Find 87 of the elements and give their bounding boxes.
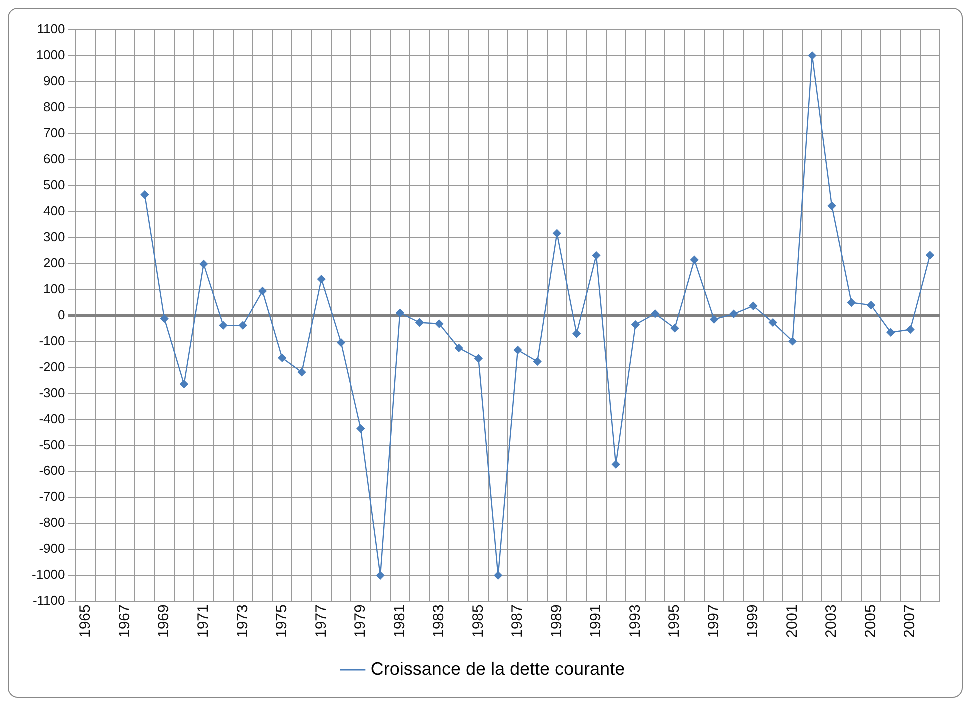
x-tick-label: 1973: [234, 604, 252, 638]
x-tick-label: 1975: [274, 604, 291, 638]
x-tick-label: 1969: [156, 604, 173, 638]
point: [651, 310, 660, 318]
point: [749, 302, 758, 310]
x-tick-label: 1983: [430, 604, 448, 638]
point: [710, 316, 718, 324]
point: [200, 260, 208, 268]
x-tick-label: 1977: [312, 604, 330, 638]
y-tick-label: 900: [44, 73, 66, 88]
y-tick-label: 800: [44, 99, 66, 114]
point: [926, 251, 934, 260]
point: [318, 275, 326, 284]
y-tick-label: 700: [44, 125, 66, 140]
y-tick-label: 300: [44, 229, 66, 244]
y-tick-label: -200: [39, 359, 66, 374]
x-tick-label: 1997: [705, 604, 722, 638]
y-tick-label: 100: [44, 281, 66, 296]
y-tick-label: -300: [39, 385, 66, 400]
point: [219, 321, 228, 330]
x-tick-label: 2005: [862, 604, 880, 638]
point: [416, 318, 424, 327]
point: [180, 380, 188, 388]
point: [533, 358, 542, 366]
x-tick-label: 1993: [626, 604, 644, 638]
x-tick-label: 1995: [666, 604, 684, 638]
x-tick-label: 1965: [77, 604, 94, 638]
y-tick-label: 1100: [37, 21, 66, 36]
y-tick-label: 500: [44, 177, 66, 192]
point: [906, 326, 915, 334]
y-tick-label: 200: [44, 255, 66, 270]
x-tick-label: 1989: [548, 604, 566, 638]
y-tick-label: 600: [44, 151, 66, 166]
point: [376, 572, 385, 580]
point: [239, 321, 248, 330]
point: [337, 338, 346, 347]
y-tick-label: -800: [39, 515, 66, 530]
point: [454, 344, 464, 352]
x-tick-label: 1967: [116, 604, 134, 638]
x-tick-label: 2003: [823, 604, 840, 638]
point: [140, 190, 150, 199]
y-tick-label: -1100: [32, 593, 66, 608]
x-tick-label: 2001: [784, 604, 801, 638]
x-tick-label: 1991: [588, 604, 605, 638]
point: [690, 256, 699, 264]
legend-label: Croissance de la dette courante: [370, 658, 626, 679]
x-tick-label: 1985: [470, 604, 487, 638]
point: [848, 298, 856, 307]
point: [592, 252, 601, 260]
point: [356, 424, 365, 433]
y-tick-label: 0: [58, 307, 66, 322]
point: [867, 301, 876, 310]
y-tick-label: -900: [39, 541, 66, 556]
x-tick-label: 1999: [744, 604, 762, 638]
point: [553, 229, 562, 238]
x-tick-label: 1987: [509, 604, 526, 638]
y-tick-label: -100: [39, 333, 66, 348]
point: [278, 354, 286, 362]
point: [828, 202, 836, 210]
point: [160, 314, 169, 323]
y-tick-label: -400: [39, 411, 66, 426]
y-tick-label: -700: [39, 489, 66, 504]
point: [572, 330, 581, 338]
point: [730, 310, 738, 318]
x-tick-label: 2007: [902, 604, 919, 638]
point: [514, 346, 522, 354]
y-tick-label: -600: [39, 463, 66, 478]
y-tick-label: 1000: [36, 47, 66, 62]
point: [632, 320, 640, 329]
x-tick-label: 1979: [352, 604, 370, 638]
point: [670, 324, 680, 333]
point: [474, 354, 483, 363]
point: [435, 320, 444, 328]
y-tick-label: -500: [39, 437, 66, 452]
point: [886, 328, 896, 337]
x-tick-label: 1981: [391, 604, 408, 638]
y-tick-label: 400: [44, 203, 66, 218]
point: [769, 318, 778, 327]
x-tick-label: 1971: [194, 604, 212, 638]
point: [808, 52, 816, 60]
point: [788, 337, 797, 346]
point: [396, 309, 404, 318]
y-tick-label: -1000: [32, 567, 66, 582]
point: [258, 287, 267, 296]
point: [298, 368, 306, 376]
point: [494, 572, 502, 580]
point: [612, 460, 620, 469]
